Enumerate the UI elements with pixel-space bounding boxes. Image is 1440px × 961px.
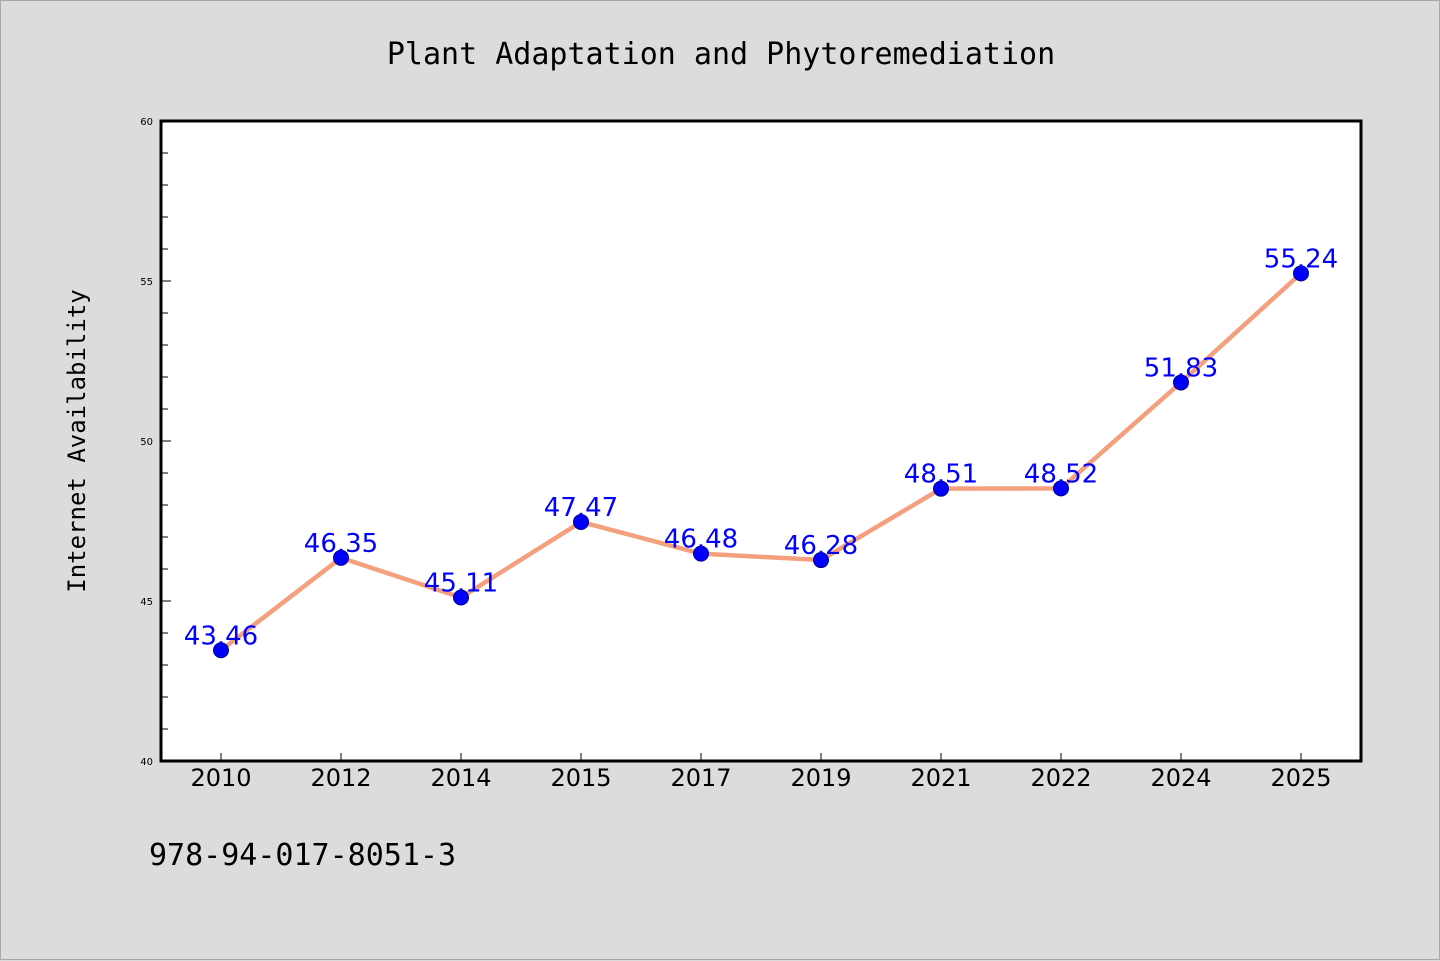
isbn-text: 978-94-017-8051-3 (149, 838, 456, 873)
data-point (1053, 480, 1069, 497)
x-tick-label: 2017 (670, 764, 731, 792)
x-tick-label: 2014 (430, 764, 491, 792)
data-label: 46.48 (664, 525, 738, 555)
data-point (1173, 374, 1189, 391)
x-axis: 2010 2012 2014 2015 2017 2019 2021 2022 2024 2025 (190, 753, 1332, 792)
y-tick-label: 60 (140, 117, 153, 128)
data-label: 48.51 (904, 460, 978, 490)
y-tick-label: 45 (140, 597, 153, 608)
data-label: 46.35 (304, 529, 378, 559)
x-tick-label: 2022 (1030, 764, 1091, 792)
data-point (933, 480, 949, 497)
x-tick-label: 2019 (790, 764, 851, 792)
series-line-group (213, 265, 1309, 659)
data-point (693, 545, 709, 562)
data-label: 46.28 (784, 531, 858, 561)
x-tick-label: 2024 (1150, 764, 1211, 792)
data-label: 45.11 (424, 568, 498, 598)
x-tick-label: 2012 (310, 764, 371, 792)
y-tick-label: 40 (140, 757, 153, 768)
plot-area (159, 119, 1363, 763)
y-tick-label: 55 (140, 277, 153, 288)
data-label: 51.83 (1144, 353, 1218, 383)
series-line (218, 271, 1304, 653)
data-point (453, 589, 469, 606)
data-point (333, 549, 349, 566)
data-label: 47.47 (544, 493, 618, 523)
data-point (573, 513, 589, 530)
data-label: 43.46 (184, 621, 258, 651)
data-label: 55.24 (1264, 244, 1338, 274)
y-axis-label: Internet Availability (63, 289, 91, 592)
chart-title: Plant Adaptation and Phytoremediation (387, 37, 1055, 72)
data-label: 48.52 (1024, 459, 1098, 489)
data-point (213, 642, 229, 659)
x-tick-label: 2025 (1270, 764, 1331, 792)
x-tick-label: 2010 (190, 764, 251, 792)
y-tick-label: 50 (140, 437, 153, 448)
x-tick-label: 2015 (550, 764, 611, 792)
data-point (1293, 265, 1309, 282)
data-point (813, 552, 829, 569)
y-axis: 40 45 50 55 60 (140, 117, 171, 768)
data-labels: 43.46 46.35 45.11 47.47 46.48 46.28 48.51 48.52… (184, 244, 1338, 651)
x-tick-label: 2021 (910, 764, 971, 792)
